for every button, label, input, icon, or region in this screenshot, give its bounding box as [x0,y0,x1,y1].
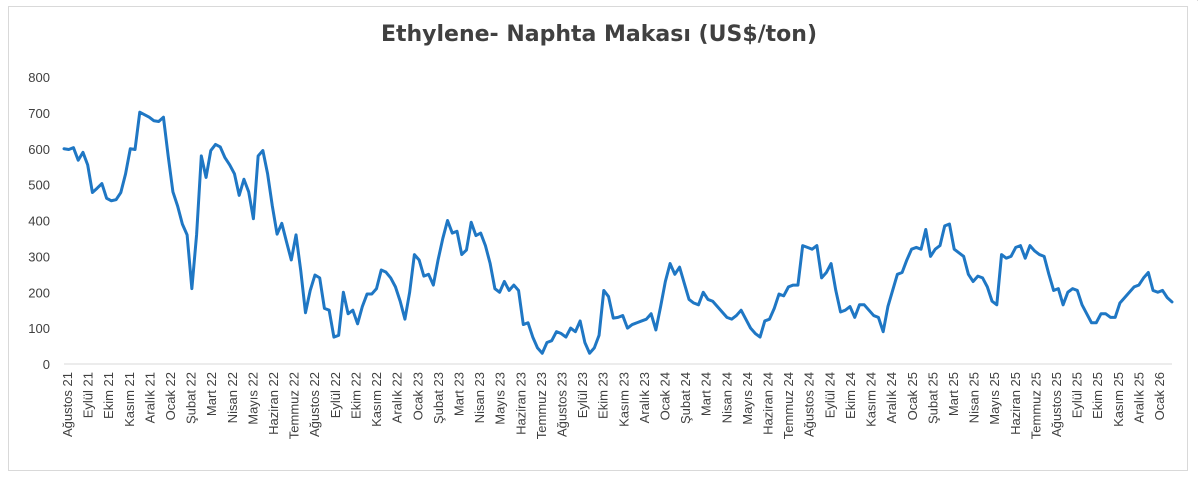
y-tick-label: 100 [28,321,50,336]
x-tick-label: Ocak 26 [1152,372,1167,420]
x-tick-label: Mayıs 25 [987,372,1002,425]
x-tick-label: Kasım 25 [1111,372,1126,427]
x-tick-label: Ağustos 23 [554,372,569,437]
x-tick-label: Temmuz 24 [781,372,796,439]
x-tick-label: Temmuz 23 [534,372,549,439]
x-tick-label: Ocak 25 [905,372,920,420]
x-tick-label: Mayıs 23 [493,372,508,425]
x-tick-label: Mayıs 24 [740,372,755,425]
data-label: 173 [1191,0,1198,3]
x-tick-label: Ağustos 24 [802,372,817,437]
x-tick-label: Ocak 24 [658,372,673,420]
x-tick-label: Haziran 25 [1008,372,1023,435]
x-tick-label: Şubat 24 [678,372,693,424]
x-tick-label: Kasım 21 [122,372,137,427]
x-tick-label: Nisan 25 [967,372,982,423]
x-tick-label: Aralık 25 [1131,372,1146,423]
series-line [62,110,1174,355]
x-tick-label: Şubat 25 [925,372,940,424]
x-tick-label: Eylül 24 [822,372,837,418]
x-tick-label: Eylül 25 [1070,372,1085,418]
x-tick-label: Aralık 24 [884,372,899,423]
chart-title: Ethylene- Naphta Makası (US$/ton) [380,22,818,47]
x-tick-label: Ocak 22 [163,372,178,420]
x-tick-label: Aralık 22 [390,372,405,423]
x-tick-label: Şubat 23 [431,372,446,424]
y-tick-label: 0 [43,357,50,372]
y-tick-label: 400 [28,214,50,229]
y-tick-label: 300 [28,249,50,264]
x-tick-label: Kasım 24 [864,372,879,427]
y-tick-label: 800 [28,70,50,85]
y-tick-label: 600 [28,142,50,157]
x-tick-label: Kasım 22 [369,372,384,427]
x-tick-label: Aralık 23 [637,372,652,423]
y-tick-label: 200 [28,285,50,300]
x-tick-label: Eylül 21 [81,372,96,418]
y-tick-label: 500 [28,178,50,193]
x-tick-label: Nisan 24 [719,372,734,423]
x-tick-label: Ekim 23 [596,372,611,419]
chart-area [8,6,1188,471]
x-tick-label: Haziran 23 [513,372,528,435]
x-tick-label: Temmuz 25 [1028,372,1043,439]
x-tick-label: Aralık 21 [142,372,157,423]
x-tick-label: Ağustos 25 [1049,372,1064,437]
x-tick-label: Ağustos 21 [60,372,75,437]
x-tick-label: Ekim 25 [1090,372,1105,419]
x-tick-label: Ekim 24 [843,372,858,419]
x-tick-label: Eylül 22 [328,372,343,418]
x-tick-label: Haziran 22 [266,372,281,435]
x-tick-label: Nisan 23 [472,372,487,423]
x-tick-label: Mayıs 22 [245,372,260,425]
x-tick-label: Ağustos 22 [307,372,322,437]
x-tick-label: Mart 24 [699,372,714,416]
y-tick-label: 700 [28,106,50,121]
x-tick-label: Eylül 23 [575,372,590,418]
x-tick-label: Mart 22 [204,372,219,416]
x-tick-label: Ekim 22 [348,372,363,419]
x-tick-label: Şubat 22 [184,372,199,424]
x-tick-label: Kasım 23 [616,372,631,427]
x-tick-label: Mart 25 [946,372,961,416]
x-tick-label: Mart 23 [451,372,466,416]
x-tick-label: Haziran 24 [761,372,776,435]
x-tick-label: Nisan 22 [225,372,240,423]
x-tick-label: Temmuz 22 [287,372,302,439]
x-tick-label: Ocak 23 [410,372,425,420]
x-tick-label: Ekim 21 [101,372,116,419]
